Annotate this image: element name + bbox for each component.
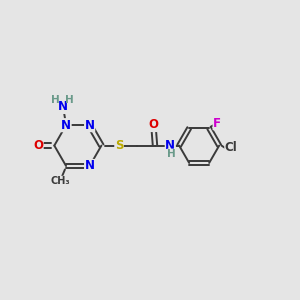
- Text: N: N: [58, 100, 68, 113]
- Text: N: N: [85, 119, 94, 132]
- Text: CH₃: CH₃: [51, 176, 70, 186]
- Text: H: H: [50, 95, 59, 106]
- Text: Cl: Cl: [225, 141, 237, 154]
- Text: N: N: [61, 119, 71, 132]
- Text: S: S: [115, 139, 123, 152]
- Text: H: H: [167, 149, 176, 159]
- Text: O: O: [33, 139, 43, 152]
- Text: F: F: [213, 117, 221, 130]
- Text: N: N: [85, 160, 94, 172]
- Text: H: H: [65, 95, 74, 106]
- Text: N: N: [165, 139, 175, 152]
- Text: O: O: [148, 118, 158, 131]
